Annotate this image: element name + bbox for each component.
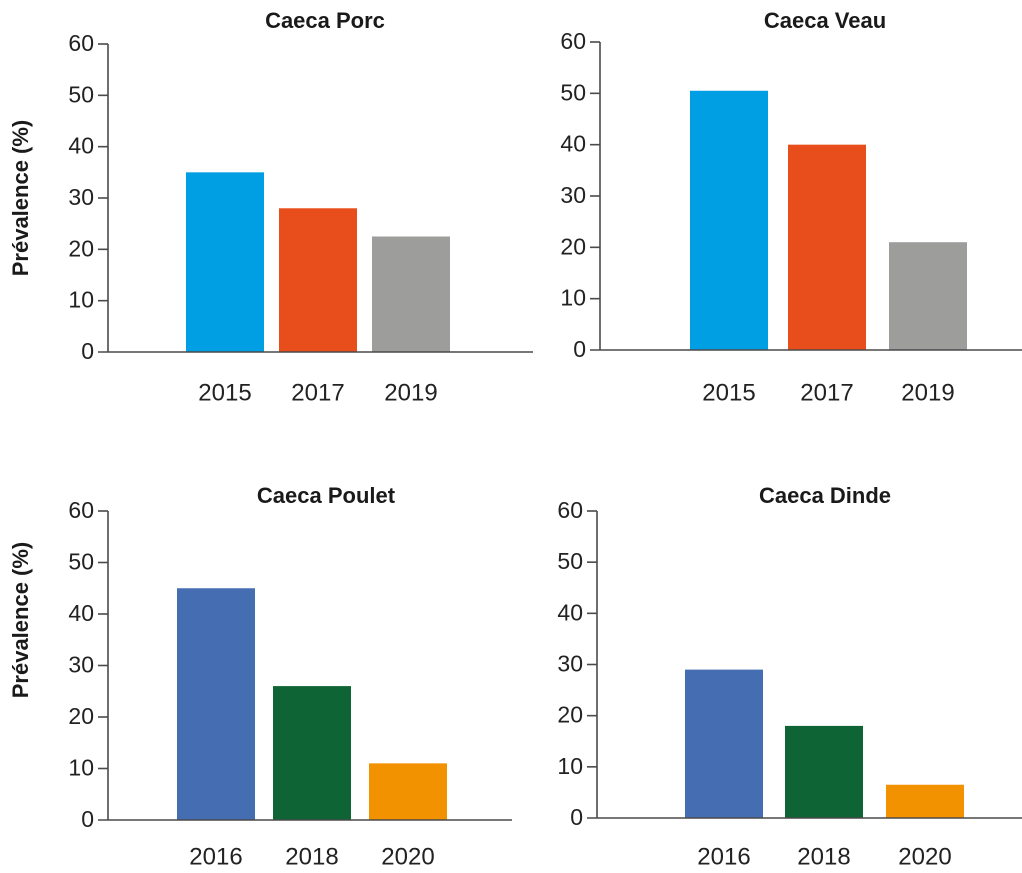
bar-2015 [690, 90, 768, 351]
chart-title: Caeca Porc [265, 8, 385, 33]
y-tick-label: 0 [81, 338, 94, 364]
bar-2018 [785, 725, 863, 818]
y-tick-label: 40 [68, 133, 94, 159]
x-tick-label: 2020 [381, 843, 434, 870]
chart-title: Caeca Dinde [759, 483, 891, 508]
y-tick-label: 10 [68, 755, 94, 781]
y-tick-label: 60 [68, 497, 94, 523]
y-tick-label: 40 [68, 600, 94, 626]
x-tick-label: 2017 [800, 379, 853, 406]
bar-2019 [372, 236, 450, 352]
bar-2016 [177, 588, 255, 820]
y-tick-label: 40 [560, 131, 586, 157]
bar-2019 [889, 242, 967, 350]
y-tick-label: 30 [68, 652, 94, 678]
y-tick-label: 30 [557, 651, 583, 677]
y-axis-label: Prévalence (%) [8, 120, 33, 277]
bar-2020 [369, 763, 447, 820]
y-tick-label: 0 [573, 336, 586, 362]
chart-title: Caeca Poulet [257, 483, 396, 508]
y-tick-label: 10 [560, 285, 586, 311]
x-tick-label: 2017 [291, 379, 344, 406]
bar-2018 [273, 686, 351, 820]
y-tick-label: 10 [557, 753, 583, 779]
bar-2015 [186, 172, 264, 352]
y-tick-label: 10 [68, 287, 94, 313]
y-tick-label: 50 [557, 548, 583, 574]
chart-panel-caeca-porc: Caeca Porc Prévalence (%) 0 10 20 30 40 50 60 201… [8, 8, 533, 406]
bar-2020 [886, 784, 964, 818]
x-tick-label: 2016 [697, 843, 750, 870]
y-tick-label: 20 [68, 235, 94, 261]
x-tick-label: 2018 [285, 843, 338, 870]
bar-2017 [788, 144, 866, 350]
y-tick-label: 60 [557, 497, 583, 523]
y-tick-label: 20 [557, 702, 583, 728]
chart-panel-caeca-poulet: Caeca Poulet Prévalence (%) 0 10 20 30 40 50 60 2… [8, 483, 512, 870]
y-axis-label: Prévalence (%) [8, 542, 33, 699]
x-tick-label: 2015 [198, 379, 251, 406]
y-tick-label: 50 [68, 81, 94, 107]
y-tick-label: 20 [68, 703, 94, 729]
x-tick-label: 2016 [189, 843, 242, 870]
chart-title: Caeca Veau [764, 8, 886, 33]
x-tick-label: 2018 [797, 843, 850, 870]
y-tick-label: 50 [68, 549, 94, 575]
y-tick-label: 20 [560, 233, 586, 259]
y-tick-label: 0 [570, 804, 583, 830]
y-tick-label: 50 [560, 79, 586, 105]
chart-panel-caeca-veau: Caeca Veau 0 10 20 30 40 50 60 2015 2017 2019 [560, 8, 1022, 406]
x-tick-label: 2015 [702, 379, 755, 406]
y-tick-label: 30 [68, 184, 94, 210]
bar-2017 [279, 208, 357, 352]
x-tick-label: 2019 [384, 379, 437, 406]
y-tick-label: 60 [560, 28, 586, 54]
y-tick-label: 30 [560, 182, 586, 208]
y-tick-label: 0 [81, 806, 94, 832]
chart-panel-caeca-dinde: Caeca Dinde 0 10 20 30 40 50 60 2016 2018 2020 [557, 483, 1022, 870]
y-tick-label: 40 [557, 599, 583, 625]
x-tick-label: 2019 [901, 379, 954, 406]
x-tick-label: 2020 [898, 843, 951, 870]
bar-2016 [685, 669, 763, 818]
y-tick-label: 60 [68, 30, 94, 56]
